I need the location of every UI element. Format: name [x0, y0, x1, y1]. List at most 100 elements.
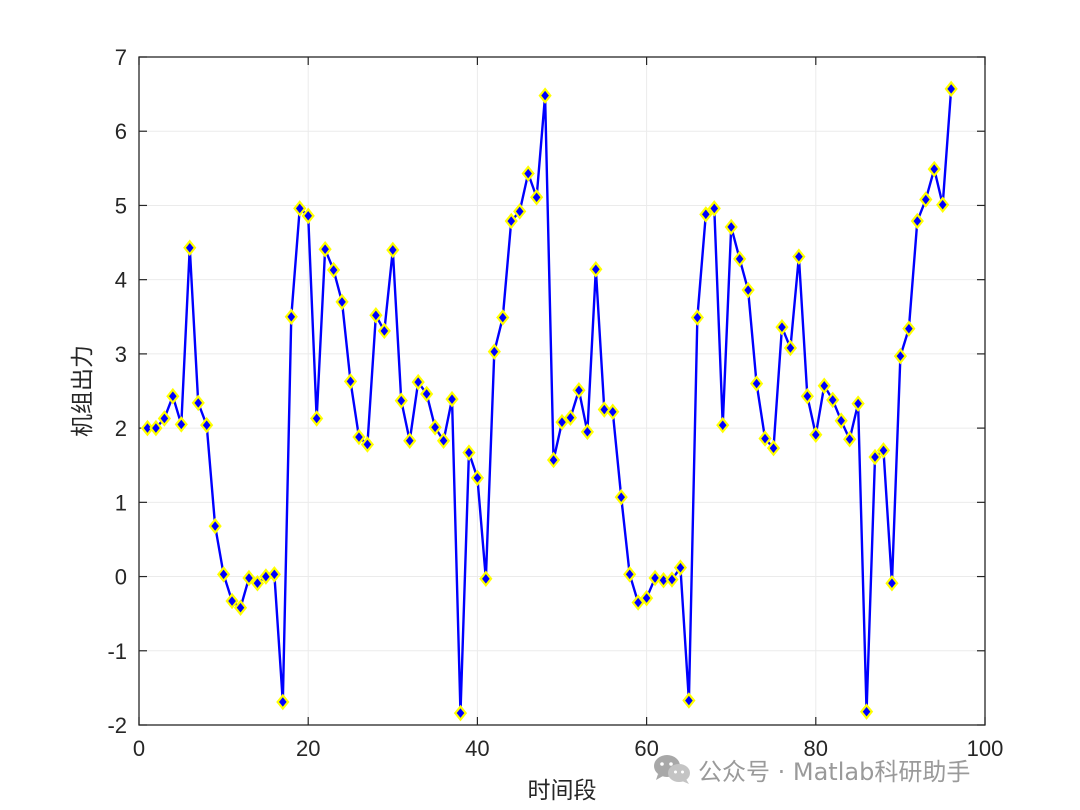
y-tick-label: 0	[115, 565, 127, 590]
data-point	[310, 410, 324, 427]
data-point	[267, 566, 281, 583]
data-point	[343, 373, 358, 390]
x-axis-label: 时间段	[528, 778, 597, 804]
data-point	[284, 308, 298, 326]
x-tick-label: 0	[133, 736, 145, 761]
data-point	[470, 469, 485, 487]
data-point	[191, 394, 205, 412]
data-point	[580, 423, 594, 441]
data-point	[868, 448, 882, 466]
data-point	[445, 390, 459, 408]
data-point	[885, 574, 899, 592]
data-point	[597, 401, 611, 418]
data-point	[826, 391, 840, 409]
data-point	[530, 189, 544, 206]
data-point	[716, 416, 730, 434]
y-tick-label: -2	[107, 713, 127, 738]
data-point	[318, 240, 332, 258]
y-tick-label: 7	[115, 45, 127, 70]
data-point	[707, 200, 721, 217]
data-point	[851, 395, 865, 412]
data-point	[563, 409, 578, 426]
data-point	[504, 212, 518, 230]
data-point	[859, 703, 874, 720]
data-point	[293, 200, 307, 217]
y-axis-label: 机组出力	[70, 345, 96, 437]
data-point	[919, 191, 933, 208]
data-point	[183, 239, 197, 257]
x-tick-label: 100	[967, 736, 1004, 761]
data-point	[699, 206, 713, 223]
data-point	[775, 318, 789, 336]
x-tick-label: 60	[634, 736, 658, 761]
y-tick-label: 2	[115, 416, 127, 441]
y-tick-label: 1	[115, 490, 127, 515]
data-point	[166, 387, 180, 405]
data-point	[783, 339, 798, 357]
data-point	[623, 566, 637, 583]
y-tick-label: -1	[107, 639, 127, 664]
wechat-icon	[654, 755, 690, 784]
data-point	[606, 403, 620, 421]
plot-area	[138, 56, 986, 726]
data-point	[682, 692, 696, 709]
axis-ticks	[138, 56, 986, 726]
data-point	[394, 392, 408, 409]
data-point	[809, 426, 823, 444]
data-point	[208, 517, 222, 535]
data-point	[538, 87, 552, 104]
data-point	[326, 261, 341, 279]
x-tick-label: 40	[465, 736, 489, 761]
data-point	[496, 309, 510, 326]
data-point	[436, 432, 451, 449]
data-point	[724, 218, 738, 236]
data-point	[301, 207, 315, 225]
data-point	[276, 693, 290, 711]
data-point	[902, 320, 916, 337]
data-point	[377, 322, 391, 340]
data-point	[673, 559, 688, 576]
data-point	[555, 413, 569, 431]
data-point	[766, 439, 781, 457]
watermark-text: 公众号 · Matlab科研助手	[698, 757, 971, 786]
y-tick-label: 3	[115, 342, 127, 367]
data-point	[631, 594, 645, 611]
data-point	[352, 428, 366, 446]
data-point	[335, 293, 349, 311]
data-point	[487, 343, 501, 360]
data-point	[411, 373, 425, 391]
data-point	[648, 569, 662, 587]
data-point	[360, 436, 375, 453]
data-point	[936, 196, 950, 213]
data-point	[462, 444, 476, 461]
data-point	[733, 250, 747, 268]
data-point	[614, 488, 628, 506]
data-point	[453, 704, 468, 722]
data-point	[834, 412, 848, 429]
data-point	[546, 451, 561, 469]
data-point	[817, 377, 831, 395]
x-tick-label: 20	[296, 736, 320, 761]
data-point	[386, 241, 400, 259]
data-point	[741, 281, 755, 299]
data-point	[572, 381, 586, 399]
data-point	[140, 419, 155, 437]
y-tick-label: 4	[115, 268, 127, 293]
data-point	[233, 599, 248, 616]
data-point	[800, 387, 814, 405]
data-point	[749, 375, 764, 392]
data-point	[403, 432, 417, 449]
data-point	[149, 419, 163, 437]
data-point	[420, 385, 434, 403]
data-point	[665, 571, 679, 588]
data-point	[479, 570, 493, 588]
data-point	[639, 589, 654, 607]
data-point	[513, 203, 527, 220]
series-line	[147, 88, 953, 715]
data-point	[944, 80, 958, 98]
data-point	[200, 416, 214, 434]
x-tick-label: 80	[804, 736, 828, 761]
data-point	[521, 165, 535, 182]
data-point	[174, 416, 188, 433]
